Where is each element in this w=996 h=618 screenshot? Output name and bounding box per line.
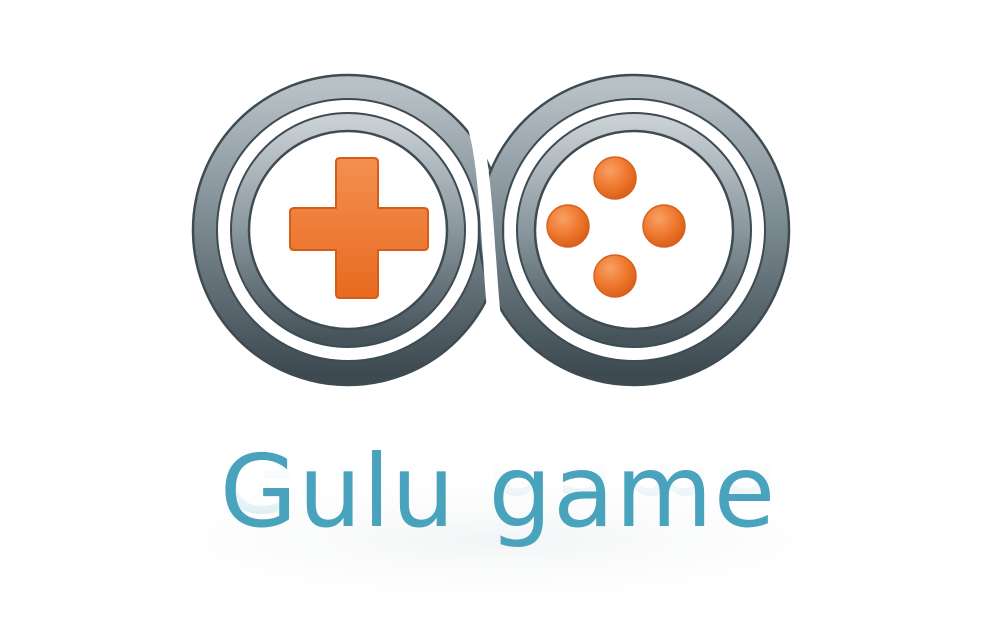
action-button-left: [546, 204, 590, 248]
action-button-right: [642, 204, 686, 248]
brand-wordmark: Gulu game: [219, 433, 777, 550]
floor-shadow: [38, 460, 958, 618]
ring-crossover: [466, 120, 505, 350]
action-button-top: [593, 156, 637, 200]
brand-wordmark-reflection: Gulu game: [219, 416, 777, 533]
dpad-cross-icon: [289, 157, 429, 299]
action-button-bottom: [593, 254, 637, 298]
right-pad-face: [537, 133, 731, 327]
action-buttons-icon: [546, 156, 686, 298]
